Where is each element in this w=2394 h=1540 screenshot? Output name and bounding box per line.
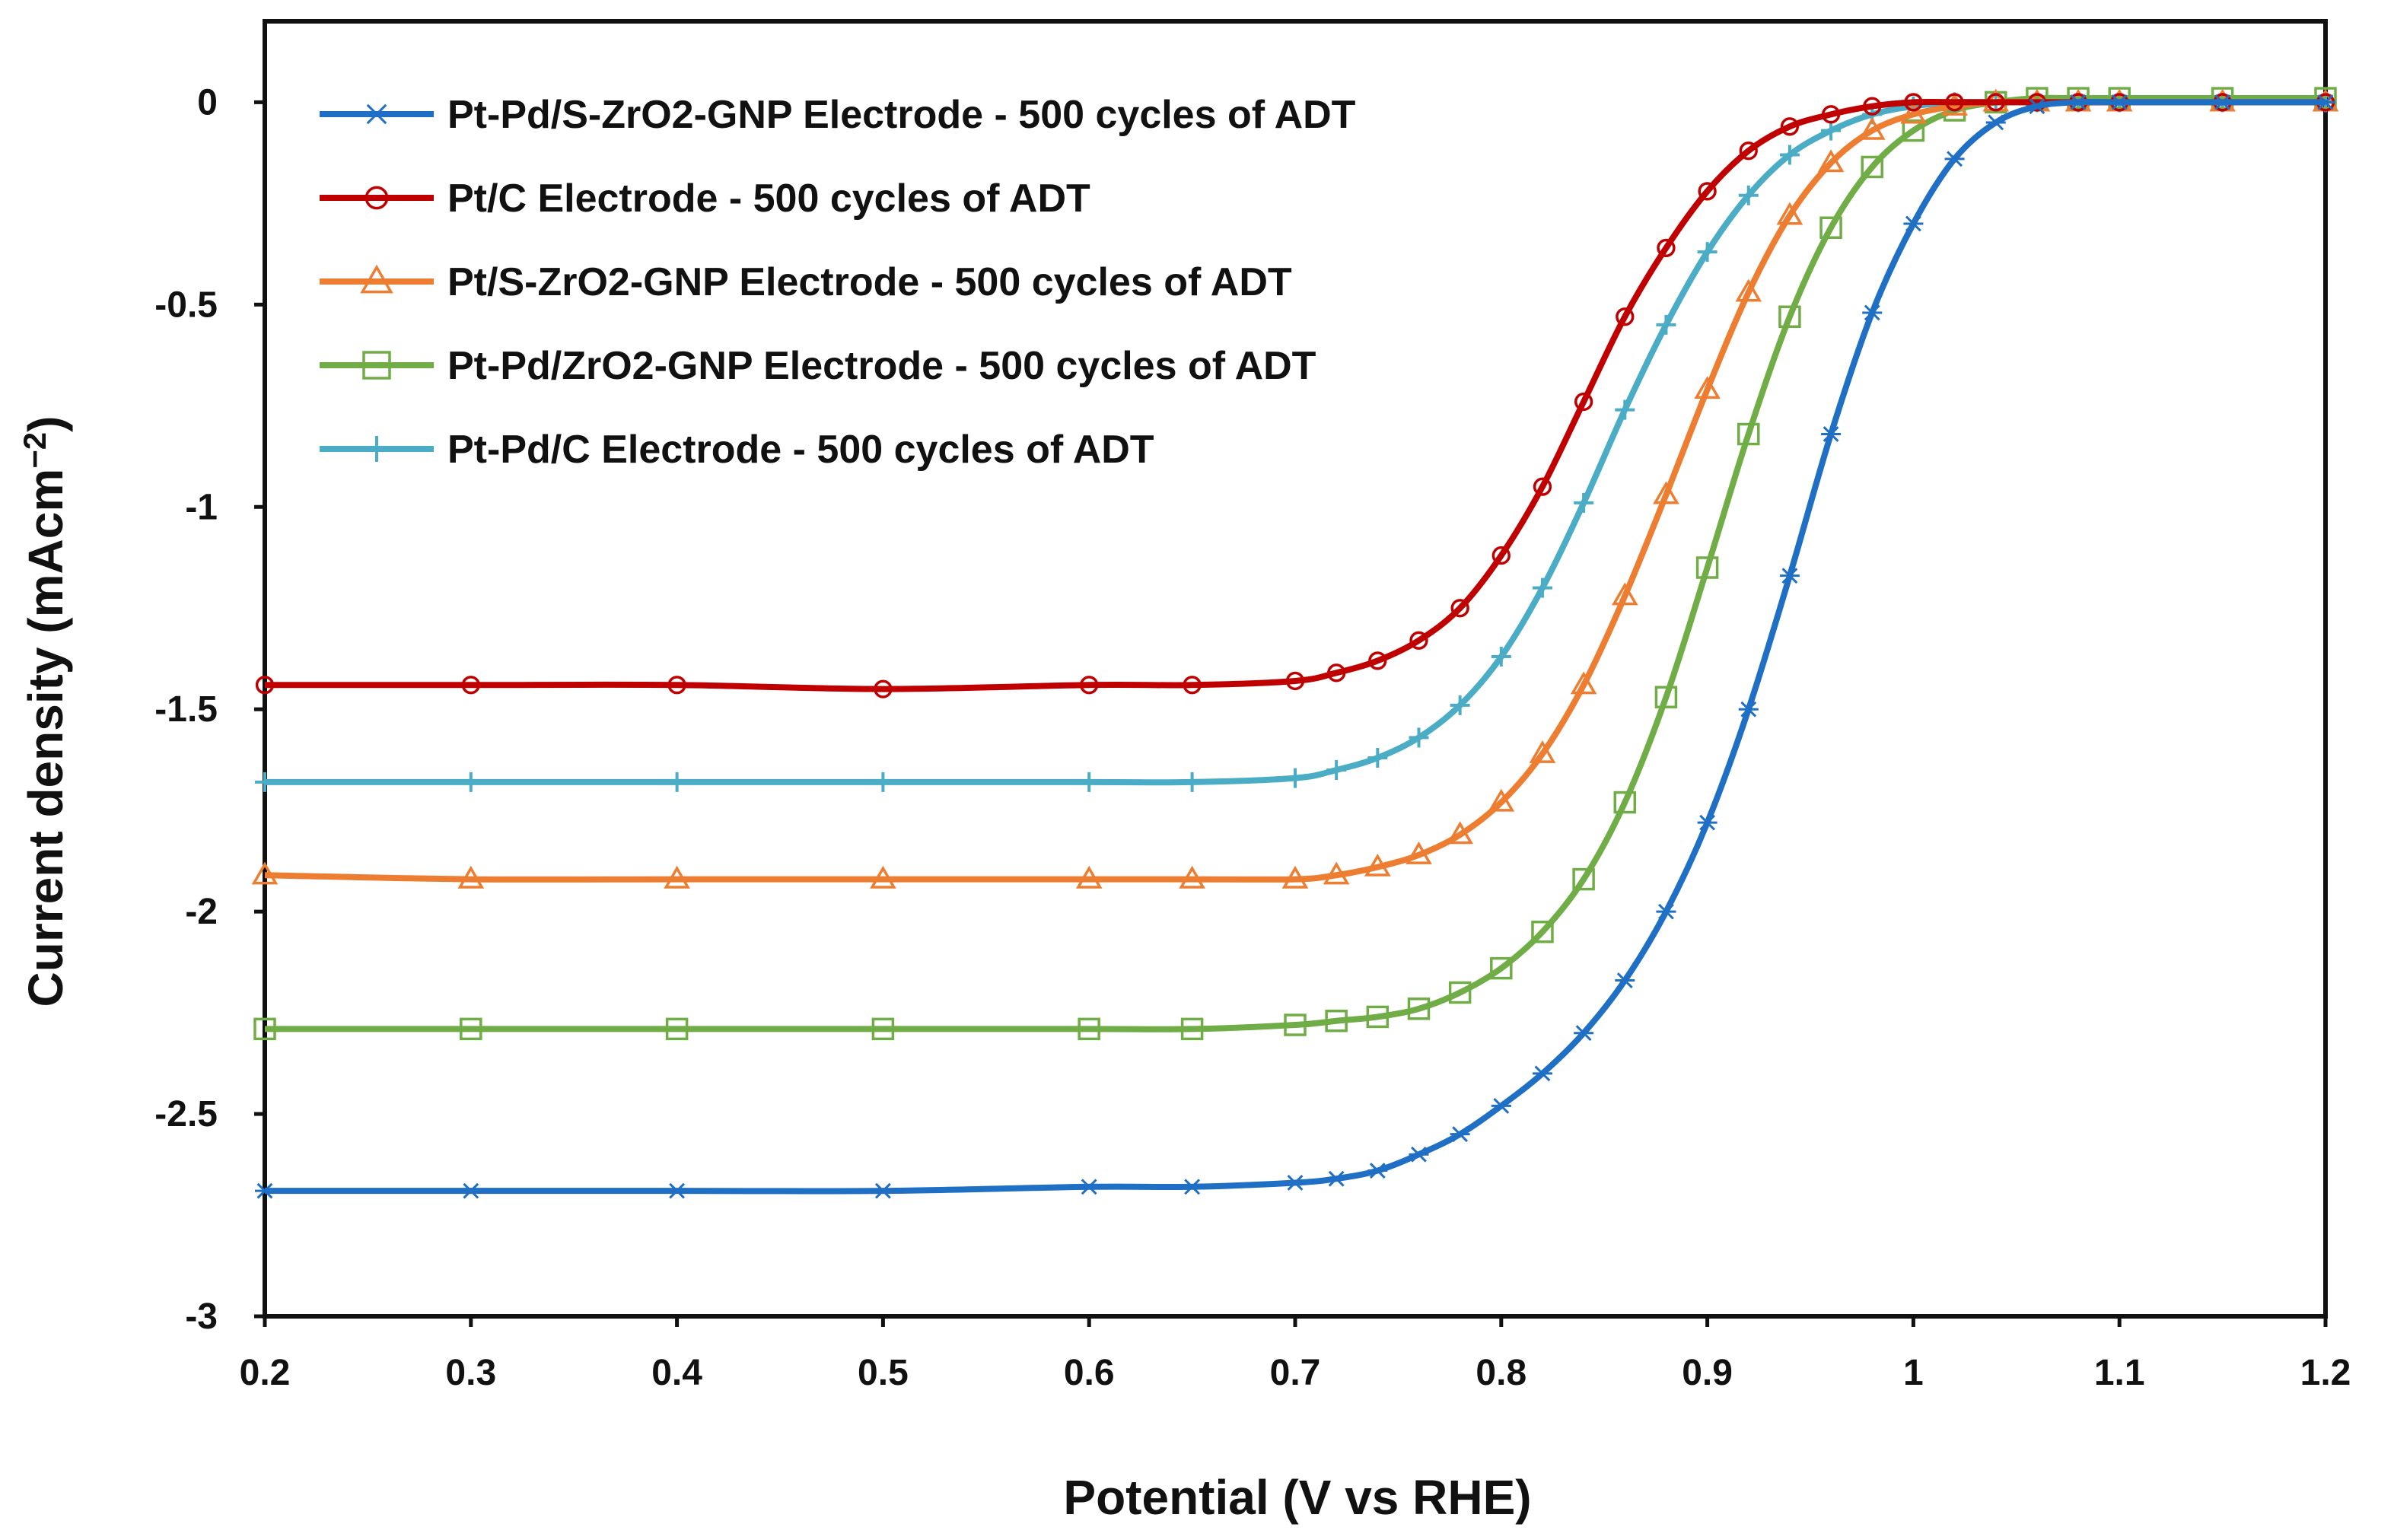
x-tick-label: 1.2: [2300, 1353, 2351, 1393]
y-axis-title-unit-exponent: −2: [17, 432, 53, 469]
x-tick-label: 1.1: [2094, 1353, 2145, 1393]
x-axis-title: Potential (V vs RHE): [1063, 1470, 1531, 1525]
y-tick-label: -0.5: [154, 285, 218, 325]
y-tick-label: 0: [197, 82, 218, 123]
x-tick-label: 0.8: [1476, 1353, 1526, 1393]
x-tick-label: 1: [1903, 1353, 1924, 1393]
x-tick-label: 0.6: [1064, 1353, 1115, 1393]
y-axis-title-close: ): [18, 416, 73, 432]
y-tick-label: -3: [185, 1297, 218, 1337]
x-tick-label: 0.5: [858, 1353, 909, 1393]
legend-label: Pt-Pd/ZrO2-GNP Electrode - 500 cycles of…: [447, 344, 1316, 388]
y-tick-label: -1: [185, 487, 218, 527]
legend-item: Pt-Pd/ZrO2-GNP Electrode - 500 cycles of…: [320, 344, 1316, 388]
x-tick-label: 0.9: [1682, 1353, 1733, 1393]
legend-label: Pt/C Electrode - 500 cycles of ADT: [447, 177, 1090, 221]
x-tick-label: 0.3: [445, 1353, 496, 1393]
legend-item: Pt/S-ZrO2-GNP Electrode - 500 cycles of …: [320, 260, 1292, 304]
x-tick-label: 0.2: [240, 1353, 291, 1393]
legend-label: Pt-Pd/S-ZrO2-GNP Electrode - 500 cycles …: [447, 93, 1356, 137]
legend-label: Pt/S-ZrO2-GNP Electrode - 500 cycles of …: [447, 260, 1292, 304]
y-tick-label: -1.5: [154, 689, 218, 730]
x-tick-label: 0.7: [1270, 1353, 1321, 1393]
y-axis-title-main: Current density (mAcm: [18, 469, 73, 1007]
y-tick-label: -2: [185, 892, 218, 932]
y-axis-title: Current density (mAcm−2): [17, 416, 73, 1007]
legend-label: Pt-Pd/C Electrode - 500 cycles of ADT: [447, 428, 1154, 472]
x-tick-label: 0.4: [651, 1353, 702, 1393]
y-tick-label: -2.5: [154, 1094, 218, 1134]
legend-item: Pt-Pd/S-ZrO2-GNP Electrode - 500 cycles …: [320, 93, 1356, 137]
